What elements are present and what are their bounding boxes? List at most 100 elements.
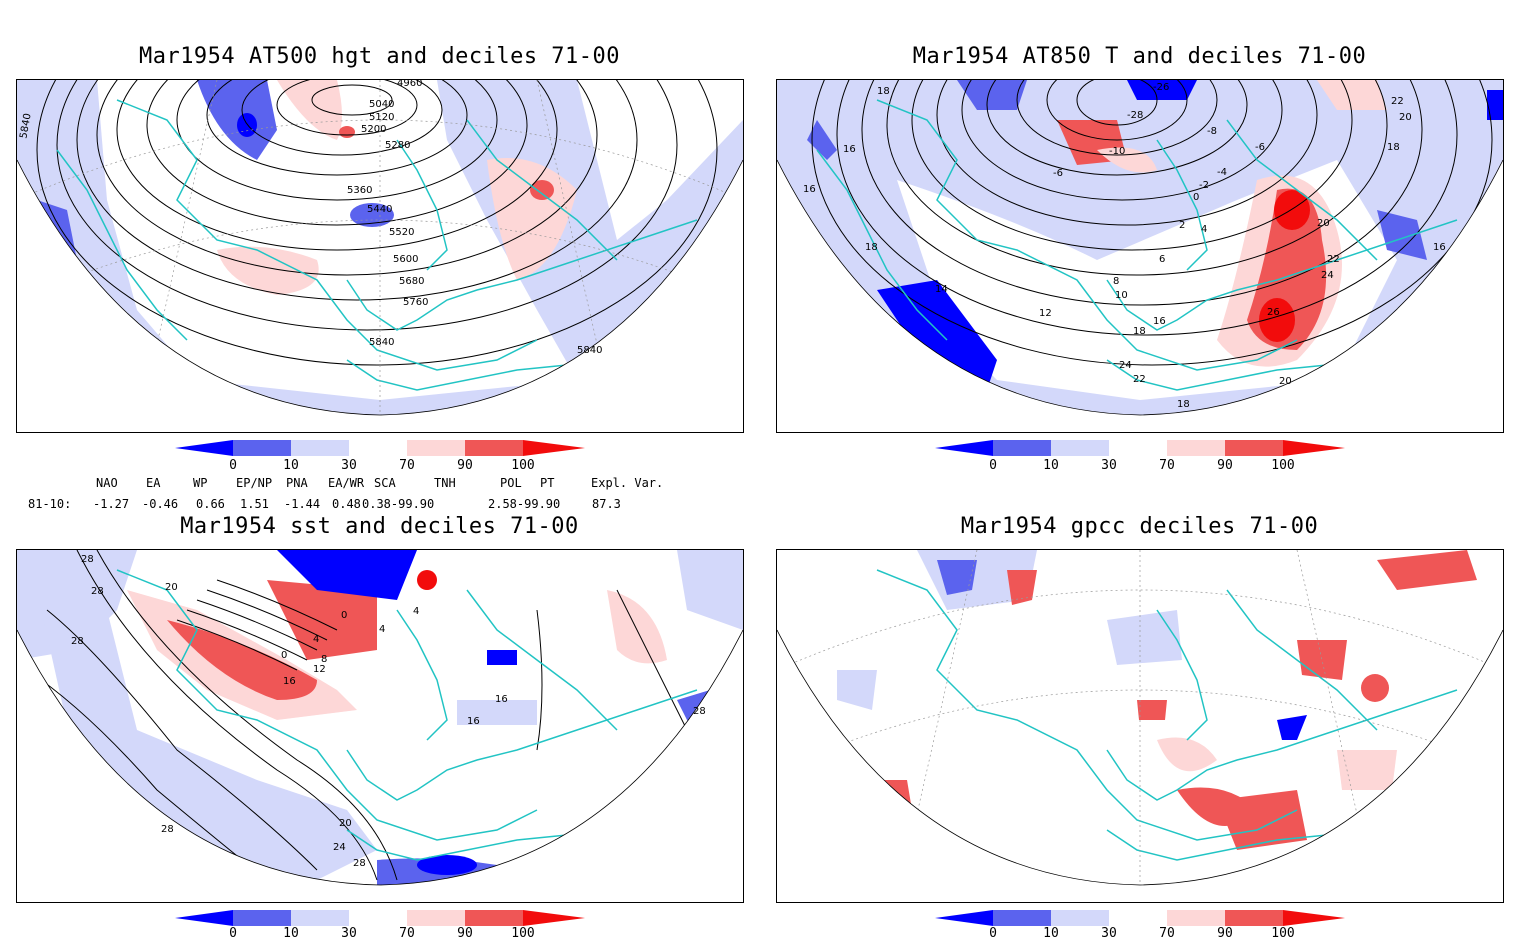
contour-label: 8	[1113, 276, 1119, 287]
contour-label: 10	[1115, 290, 1128, 301]
contour-label: 28	[161, 824, 174, 835]
contour-label: 5200	[361, 124, 386, 135]
colorbar-label: 30	[341, 458, 357, 473]
contour-label: 20	[1317, 218, 1330, 229]
index-value: 0.66	[196, 497, 225, 511]
colorbar-label: 100	[511, 458, 535, 473]
index-header: EA/WR	[328, 476, 365, 490]
colorbar-label: 0	[229, 458, 237, 473]
contour-label: 5520	[389, 227, 414, 238]
contour-label: 5840	[577, 345, 602, 356]
contour-label: 22	[1133, 374, 1146, 385]
panel-title-sst: Mar1954 sst and deciles 71-00	[180, 514, 579, 539]
contour-label: 5360	[347, 185, 372, 196]
contour-label: 2	[1179, 220, 1185, 231]
contour-label: 5840	[18, 112, 33, 139]
panel-title-hgt500: Mar1954 AT500 hgt and deciles 71-00	[138, 44, 621, 69]
index-header: EA	[146, 476, 161, 490]
contour-label: -2	[1199, 180, 1209, 191]
contour-label: 5680	[399, 276, 424, 287]
colorbar-hgt500: 0 10 30 70 90 100	[175, 440, 585, 474]
contour-label: 5760	[403, 297, 428, 308]
map-hgt500: 4960 5040 5120 5200 5280 5360 5440 5520 …	[17, 80, 743, 416]
contour-label: 18	[1177, 399, 1190, 410]
map-sst: 28 28 20 28 0 0 4 4 8 12 16 16 16 20 24 …	[17, 550, 743, 886]
contour-label: 16	[803, 184, 816, 195]
contour-label: 0	[1193, 192, 1199, 203]
colorbar-label: 30	[1101, 458, 1117, 473]
contour-label: 16	[283, 676, 296, 687]
contour-label: 4960	[397, 80, 422, 89]
contour-label: 12	[1039, 308, 1052, 319]
index-value: -1.44	[284, 497, 321, 511]
contour-label: 16	[1433, 242, 1446, 253]
colorbar-label: 90	[1217, 926, 1233, 941]
colorbar-label: 10	[283, 458, 299, 473]
contour-label: 5040	[369, 99, 394, 110]
contour-label: 24	[1321, 270, 1334, 281]
contour-label: 4	[379, 624, 385, 635]
contour-label: 26	[1267, 307, 1280, 318]
index-header: WP	[193, 476, 208, 490]
map-gpcc	[777, 550, 1503, 886]
contour-label: -10	[1109, 146, 1125, 157]
colorbar-label: 10	[1043, 458, 1059, 473]
contour-label: 18	[1133, 326, 1146, 337]
contour-label: 6	[1159, 254, 1165, 265]
panel-title-t850: Mar1954 AT850 T and deciles 71-00	[912, 44, 1367, 69]
colorbar-t850: 0 10 30 70 90 100	[935, 440, 1345, 474]
contour-label: 4	[413, 606, 419, 617]
contour-label: 22	[1327, 254, 1340, 265]
contour-label: 20	[339, 818, 352, 829]
low-decile-fill	[197, 80, 277, 160]
index-row-label: 81-10:	[28, 497, 72, 511]
contour-label: 16	[495, 694, 508, 705]
contour-label: 4	[1201, 224, 1207, 235]
index-header: EP/NP	[236, 476, 273, 490]
contour-label: -8	[1207, 126, 1217, 137]
colorbar-label: 100	[1271, 458, 1295, 473]
index-header: SCA	[374, 476, 396, 490]
index-value: 87.3	[592, 497, 621, 511]
colorbar-label: 70	[399, 458, 415, 473]
contour-label: 5440	[367, 204, 392, 215]
contour-label: 28	[81, 554, 94, 565]
coastlines	[56, 99, 698, 391]
colorbar-gpcc: 0 10 30 70 90 100	[935, 910, 1345, 941]
index-header: TNH	[434, 476, 456, 490]
contour-label: 0	[341, 610, 347, 621]
map-panel-sst: 28 28 20 28 0 0 4 4 8 12 16 16 16 20 24 …	[16, 549, 744, 903]
colorbar-label: 30	[1101, 926, 1117, 941]
contour-label: 5280	[385, 140, 410, 151]
index-value: 0.38-99.90	[362, 497, 435, 511]
contour-label: 16	[1153, 316, 1166, 327]
index-value: 1.51	[240, 497, 269, 511]
above-normal-fill	[217, 246, 319, 295]
contour-label: 24	[1119, 360, 1132, 371]
index-header: POL	[500, 476, 522, 490]
contour-label: -4	[1217, 167, 1227, 178]
contour-label: 5840	[369, 337, 394, 348]
colorbar-label: 70	[1159, 458, 1175, 473]
contour-label: 28	[353, 858, 366, 869]
colorbar-label: 0	[229, 926, 237, 941]
map-panel-gpcc	[776, 549, 1504, 903]
colorbar-label: 10	[1043, 926, 1059, 941]
colorbar-sst: 0 10 30 70 90 100	[175, 910, 585, 941]
contour-label: 5600	[393, 254, 418, 265]
contour-label: 28	[91, 586, 104, 597]
index-value: -0.46	[142, 497, 179, 511]
colorbar-label: 90	[1217, 458, 1233, 473]
index-value: 2.58-99.90	[488, 497, 561, 511]
contour-label: -6	[1053, 168, 1063, 179]
index-header: PNA	[286, 476, 308, 490]
contour-label: 28	[71, 636, 84, 647]
contour-label: 18	[1387, 142, 1400, 153]
colorbar-label: 70	[1159, 926, 1175, 941]
colorbar-label: 90	[457, 926, 473, 941]
contour-label: 20	[1399, 112, 1412, 123]
colorbar-label: 30	[341, 926, 357, 941]
index-header: PT	[540, 476, 555, 490]
index-header: NAO	[96, 476, 118, 490]
contour-label: 16	[843, 144, 856, 155]
